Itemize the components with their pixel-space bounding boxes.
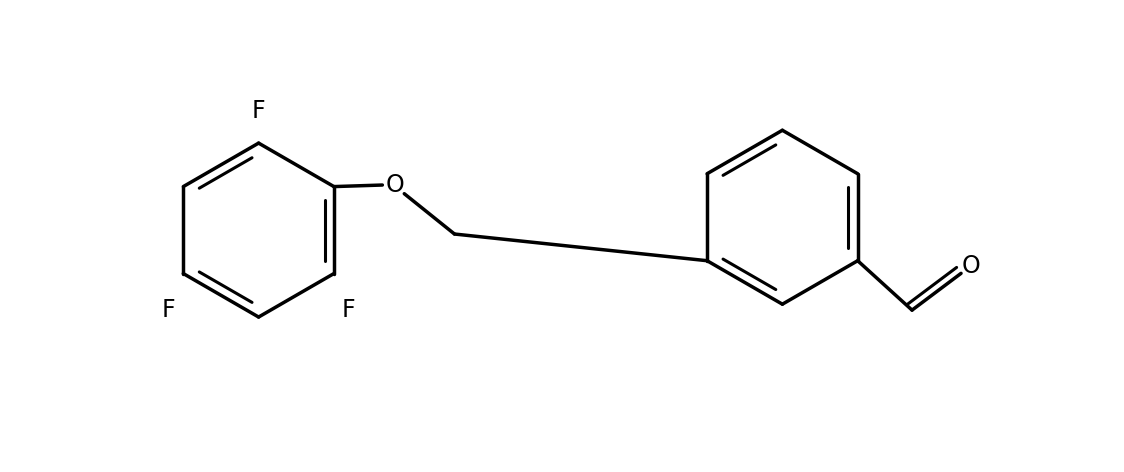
Text: F: F <box>342 298 355 322</box>
Text: F: F <box>252 99 265 123</box>
Text: O: O <box>962 253 981 278</box>
Text: O: O <box>386 173 405 197</box>
Text: F: F <box>162 298 175 322</box>
